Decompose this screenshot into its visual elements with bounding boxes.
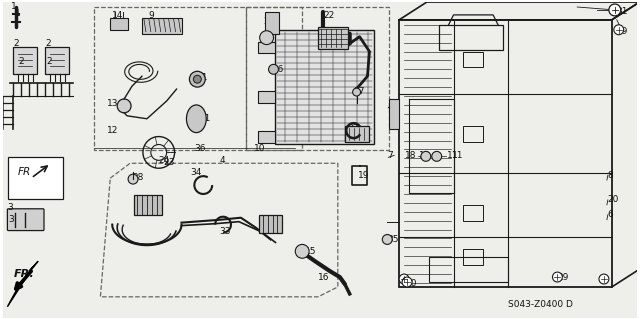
Circle shape [295,244,309,258]
Bar [13,47,37,74]
FancyBboxPatch shape [8,209,44,231]
Bar [246,7,389,151]
Text: 11: 11 [197,73,209,82]
Text: 18: 18 [419,151,431,160]
Bar [463,249,483,265]
Text: 20: 20 [607,196,618,204]
Bar [275,30,374,144]
Circle shape [402,277,412,287]
Circle shape [193,75,202,83]
Text: 2: 2 [13,39,19,48]
Text: 16: 16 [318,272,330,282]
Text: 32: 32 [348,124,359,133]
Text: 14: 14 [112,11,124,20]
Circle shape [421,152,431,161]
Text: 26: 26 [273,65,284,74]
Bar [264,12,280,34]
Text: 30: 30 [405,279,417,288]
Text: 19: 19 [358,171,369,180]
Bar [95,7,302,151]
Circle shape [269,64,278,74]
Bar [134,195,162,215]
Text: 11: 11 [452,151,463,160]
Bar [258,131,275,143]
Bar [463,126,483,142]
Text: 24: 24 [159,156,170,165]
Circle shape [128,174,138,184]
Text: 3: 3 [8,203,13,212]
Circle shape [117,99,131,113]
Text: 11: 11 [447,151,458,160]
Text: 9: 9 [149,11,155,20]
Text: 35: 35 [387,235,399,244]
Text: 27: 27 [264,17,275,26]
Polygon shape [8,261,38,307]
Text: 3: 3 [8,215,14,224]
Bar [318,27,348,48]
Bar [8,157,63,199]
Text: 36: 36 [195,144,206,153]
Bar [345,126,369,142]
Circle shape [382,234,392,244]
Text: 23: 23 [164,158,175,167]
Text: 1: 1 [15,9,21,19]
Text: 5: 5 [387,101,393,110]
Circle shape [432,152,442,161]
Text: 33: 33 [219,227,230,236]
Text: 4: 4 [219,156,225,165]
Text: 13: 13 [108,100,119,108]
Bar [258,91,275,103]
Bar [463,205,483,221]
Text: 29: 29 [557,272,569,282]
Text: S043-Z0400 D: S043-Z0400 D [508,300,573,309]
Text: 25: 25 [349,131,361,140]
Text: 21: 21 [199,114,211,123]
Text: 12: 12 [108,126,118,135]
Bar [142,18,182,34]
Text: 6: 6 [607,210,612,219]
Text: 7: 7 [387,151,393,160]
Circle shape [189,71,205,87]
Text: 2: 2 [45,39,51,48]
Text: 28: 28 [132,173,143,182]
Circle shape [599,274,609,284]
Text: 1: 1 [12,3,17,11]
Circle shape [399,274,409,284]
Bar [110,18,128,30]
Text: 18: 18 [404,151,416,160]
Text: 34: 34 [191,168,202,177]
Circle shape [552,272,563,282]
Bar [438,25,503,49]
Text: 15: 15 [305,247,317,256]
Text: 29: 29 [617,27,628,36]
Circle shape [260,31,273,45]
Text: 2: 2 [46,57,52,66]
Text: 10: 10 [253,144,265,153]
Text: 17: 17 [354,86,365,96]
Text: FR.: FR. [13,269,34,279]
Bar [399,20,612,287]
Bar [463,51,483,67]
Text: 22: 22 [323,11,334,20]
Text: FR: FR [17,167,31,177]
Text: 8: 8 [607,171,612,180]
Bar [258,41,275,54]
Circle shape [353,88,360,96]
Bar [45,47,68,74]
Text: 2: 2 [19,57,24,66]
Bar [429,257,508,282]
Ellipse shape [186,105,206,133]
Circle shape [609,4,621,16]
Bar [259,215,282,233]
Bar [389,99,399,129]
Circle shape [614,25,624,35]
Text: 31: 31 [617,7,628,17]
